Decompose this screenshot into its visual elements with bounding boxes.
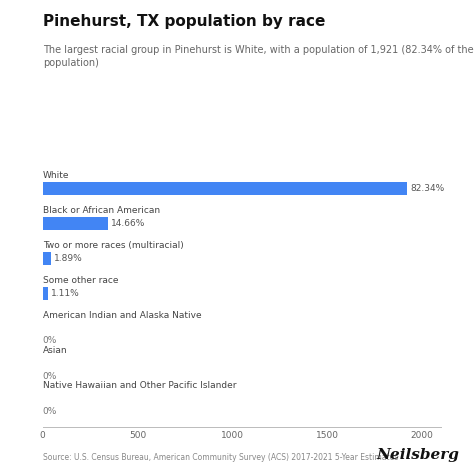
Bar	[43, 182, 407, 195]
Text: American Indian and Alaska Native: American Indian and Alaska Native	[43, 311, 201, 320]
Text: 14.66%: 14.66%	[111, 219, 146, 228]
Text: 0%: 0%	[43, 337, 57, 346]
Text: The largest racial group in Pinehurst is White, with a population of 1,921 (82.3: The largest racial group in Pinehurst is…	[43, 45, 474, 68]
Text: 0%: 0%	[43, 372, 57, 381]
Text: Native Hawaiian and Other Pacific Islander: Native Hawaiian and Other Pacific Island…	[43, 381, 236, 390]
Text: Asian: Asian	[43, 346, 67, 355]
Bar	[43, 217, 108, 230]
Bar	[43, 252, 51, 265]
Text: 0%: 0%	[43, 407, 57, 416]
Text: Source: U.S. Census Bureau, American Community Survey (ACS) 2017-2021 5-Year Est: Source: U.S. Census Bureau, American Com…	[43, 453, 398, 462]
Text: 1.89%: 1.89%	[55, 254, 83, 263]
Text: Two or more races (multiracial): Two or more races (multiracial)	[43, 241, 183, 250]
Text: Neilsberg: Neilsberg	[377, 448, 460, 462]
Text: Black or African American: Black or African American	[43, 206, 160, 215]
Text: Pinehurst, TX population by race: Pinehurst, TX population by race	[43, 14, 325, 29]
Text: White: White	[43, 171, 69, 180]
Bar	[43, 287, 47, 300]
Text: 82.34%: 82.34%	[410, 183, 445, 192]
Text: Some other race: Some other race	[43, 276, 118, 285]
Text: 1.11%: 1.11%	[51, 289, 80, 298]
